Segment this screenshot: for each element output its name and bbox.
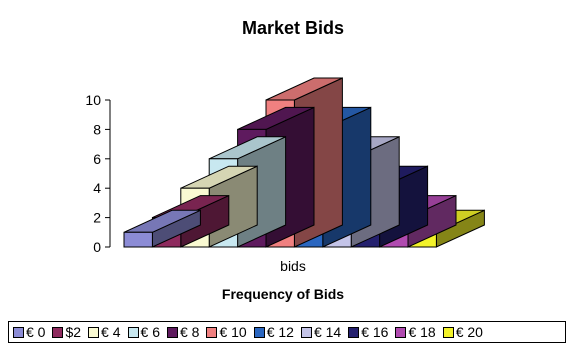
y-tick-label: 2 — [93, 210, 101, 226]
y-tick-label: 6 — [93, 151, 101, 167]
legend-swatch — [88, 326, 100, 338]
category-label: bids — [280, 258, 306, 274]
legend-swatch — [13, 326, 24, 338]
legend-item: € 10 — [206, 324, 247, 340]
legend-item: € 20 — [442, 324, 483, 340]
bar-group — [123, 77, 485, 248]
legend-item: € 14 — [300, 324, 342, 340]
legend-label: € 18 — [408, 324, 436, 340]
legend-label: € 12 — [266, 324, 294, 340]
legend-label: € 8 — [179, 324, 200, 340]
legend-label: € 14 — [313, 324, 342, 340]
legend-item: € 12 — [253, 324, 294, 340]
legend-item: € 16 — [348, 324, 388, 340]
bar-front — [123, 231, 153, 248]
legend-swatch — [166, 326, 178, 338]
legend-item: € 8 — [166, 324, 200, 340]
legend: € 0 $2 € 4 € 6 € 8 € 10 € 12 € 14 € 16 € 18 € 20 — [8, 321, 566, 343]
legend-swatch — [52, 326, 64, 338]
legend-swatch — [442, 326, 454, 338]
legend-swatch — [395, 326, 407, 338]
legend-label: $2 — [65, 324, 82, 340]
y-tick-label: 0 — [93, 239, 101, 255]
legend-swatch — [348, 326, 360, 338]
legend-label: € 20 — [455, 324, 483, 340]
x-axis-label: Frequency of Bids — [222, 286, 344, 302]
legend-label: € 6 — [140, 324, 160, 340]
legend-item: $2 — [52, 324, 81, 340]
y-tick-label: 4 — [93, 180, 101, 196]
legend-swatch — [253, 326, 265, 338]
legend-label: € 0 — [26, 324, 46, 340]
legend-item: € 4 — [88, 324, 121, 340]
chart: Market Bids 0 2 4 6 8 10 bids Frequency of Bi… — [85, 18, 485, 302]
legend-label: € 16 — [361, 324, 389, 340]
legend-item: € 6 — [127, 324, 160, 340]
legend-swatch — [127, 326, 139, 338]
y-tick-label: 8 — [93, 121, 101, 137]
legend-label: € 4 — [101, 324, 121, 340]
y-tick-label: 10 — [85, 92, 101, 108]
legend-label: € 10 — [219, 324, 247, 340]
legend-swatch — [206, 326, 218, 338]
y-axis: 0 2 4 6 8 10 — [85, 92, 111, 255]
legend-swatch — [300, 326, 312, 338]
legend-item: € 18 — [395, 324, 436, 340]
legend-item: € 0 — [13, 324, 45, 340]
chart-title: Market Bids — [242, 18, 344, 38]
bar — [123, 209, 201, 248]
